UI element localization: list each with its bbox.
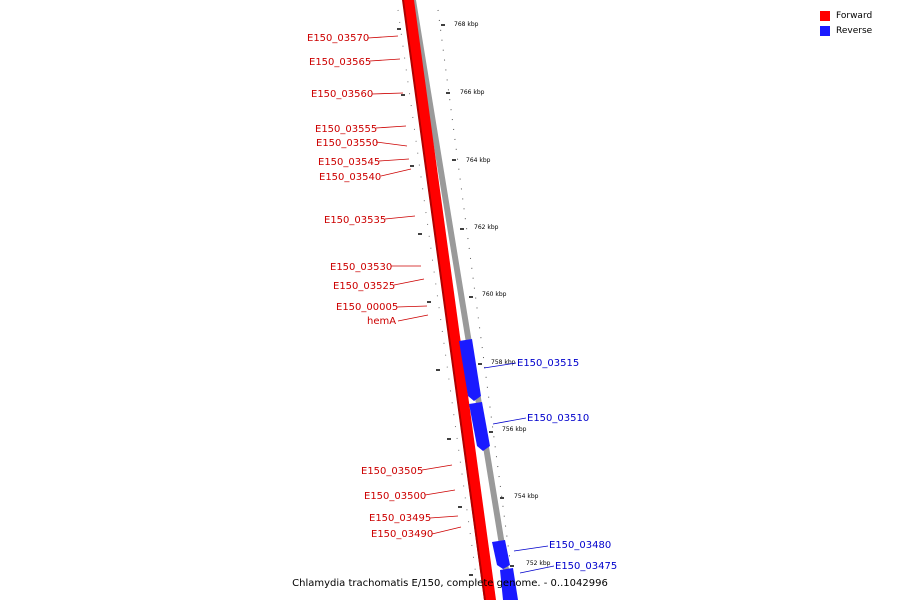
gene-label-reverse[interactable]: E150_03480 (549, 540, 611, 551)
gene-label-forward[interactable]: E150_03495 (369, 513, 431, 524)
tick-label: 766 kbp (460, 89, 485, 96)
backbone-track (410, 0, 514, 600)
tick-label: 756 kbp (502, 426, 527, 433)
gene-label-forward[interactable]: E150_03545 (318, 157, 380, 168)
tick-label: 758 kbp (491, 359, 516, 366)
reverse-gene-arrow-e150-03475[interactable] (500, 568, 518, 600)
reverse-leader-lines (483, 362, 555, 574)
tick-label: 768 kbp (454, 21, 479, 28)
gene-label-forward[interactable]: E150_00005 (336, 302, 398, 313)
legend-item-forward: Forward (820, 8, 900, 23)
gene-label-forward[interactable]: E150_03550 (316, 138, 378, 149)
gene-label-forward[interactable]: E150_03540 (319, 172, 381, 183)
gene-label-reverse[interactable]: E150_03515 (517, 358, 579, 369)
genome-caption: Chlamydia trachomatis E/150, complete ge… (292, 578, 608, 589)
tick-label: 760 kbp (482, 291, 507, 298)
reverse-gene-arrow-e150-03480[interactable] (492, 540, 510, 569)
major-tick-marks (441, 24, 514, 567)
gene-label-forward[interactable]: E150_03490 (371, 529, 433, 540)
forward-gene-marks (397, 28, 473, 576)
inner-scale-dots (397, 9, 479, 591)
forward-leader-lines (367, 35, 462, 535)
scale-tick-labels: 768 kbp 766 kbp 764 kbp 762 kbp 760 kbp … (454, 21, 551, 567)
gene-label-forward[interactable]: hemA (367, 316, 396, 327)
gene-label-forward[interactable]: E150_03505 (361, 466, 423, 477)
tick-label: 762 kbp (474, 224, 499, 231)
gene-label-forward[interactable]: E150_03560 (311, 89, 373, 100)
gene-label-forward[interactable]: E150_03500 (364, 491, 426, 502)
tick-label: 752 kbp (526, 560, 551, 567)
reverse-gene-labels: E150_03515 E150_03510 E150_03480 E150_03… (517, 358, 617, 572)
legend-label-reverse: Reverse (836, 25, 873, 36)
forward-strand-band (403, 0, 496, 600)
forward-strand-edge (402, 0, 486, 600)
tick-label: 764 kbp (466, 157, 491, 164)
reverse-swatch (820, 25, 830, 36)
reverse-gene-arrow-e150-03510[interactable] (469, 402, 490, 451)
reverse-gene-arrow-e150-03515[interactable] (459, 339, 481, 401)
gene-label-forward[interactable]: E150_03530 (330, 262, 392, 273)
gene-label-forward[interactable]: E150_03570 (307, 33, 369, 44)
legend-label-forward: Forward (836, 10, 873, 21)
forward-gene-labels: E150_03570 E150_03565 E150_03560 E150_03… (307, 33, 433, 540)
gene-label-forward[interactable]: E150_03565 (309, 57, 371, 68)
gene-label-forward[interactable]: E150_03525 (333, 281, 395, 292)
forward-swatch (820, 10, 830, 21)
gene-label-reverse[interactable]: E150_03510 (527, 413, 589, 424)
legend-item-reverse: Reverse (820, 23, 900, 38)
gene-label-reverse[interactable]: E150_03475 (555, 561, 617, 572)
gene-label-forward[interactable]: E150_03535 (324, 215, 386, 226)
tick-label: 754 kbp (514, 493, 539, 500)
legend: Forward Reverse (820, 8, 900, 38)
gene-label-forward[interactable]: E150_03555 (315, 124, 377, 135)
